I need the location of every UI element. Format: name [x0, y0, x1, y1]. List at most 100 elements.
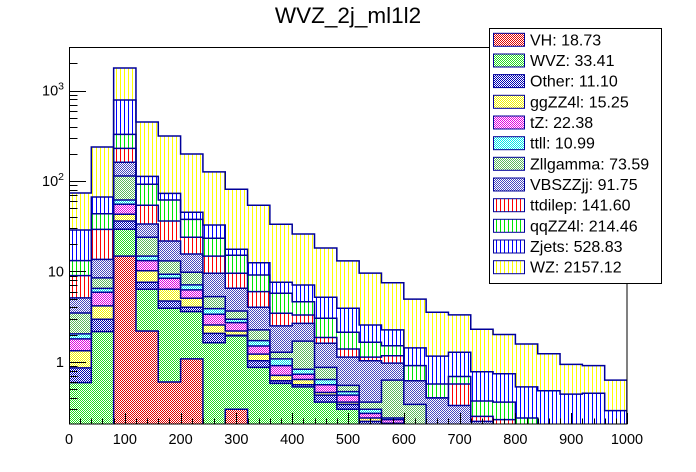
stack-outlines	[69, 67, 627, 424]
bar-segment-zllgamma-bin-3	[135, 237, 159, 257]
x-tick-label: 300	[224, 432, 248, 448]
bar-segment-zllgamma-bin-0	[69, 312, 92, 334]
bar-segment-ttll-bin-14	[381, 417, 404, 420]
bar-segment-wz-bin-7	[225, 189, 248, 250]
bar-segment-ttdilep-bin-8	[247, 291, 270, 308]
bar-segment-zjets-bin-16	[426, 356, 449, 385]
bar-segment-wz-bin-19	[493, 334, 516, 374]
bar-segment-wvz-bin-4	[158, 308, 181, 383]
bar-segment-wz-bin-20	[515, 343, 538, 387]
bar-segment-ttll-bin-1	[91, 288, 114, 293]
legend-swatch-tz	[493, 115, 525, 130]
bar-segment-wz-bin-21	[537, 353, 561, 391]
bar-segment-vh-bin-4	[158, 382, 181, 424]
legend-label-zllgamma: Zllgamma: 73.59	[530, 156, 649, 173]
legend-swatch-vbszzjj	[493, 177, 525, 192]
bar-segment-zjets-bin-6	[202, 225, 226, 239]
bar-segment-qqzz4l-bin-4	[158, 199, 181, 222]
bar-segment-zjets-bin-8	[247, 262, 270, 275]
bar-segment-other-bin-11	[314, 395, 337, 403]
bar-segment-zjets-bin-4	[158, 193, 181, 200]
bar-segment-qqzz4l-bin-9	[269, 293, 293, 314]
bar-segment-qqzz4l-bin-8	[247, 274, 270, 292]
bar-segment-wz-bin-8	[247, 205, 270, 263]
x-tick-label: 400	[280, 432, 304, 448]
bar-segment-ttll-bin-2	[113, 199, 136, 205]
legend-entry-other: Other: 11.10	[493, 74, 618, 91]
axis-ticks	[69, 47, 628, 424]
bar-segment-tz-bin-4	[158, 278, 181, 290]
bar-segment-wz-bin-17	[448, 314, 471, 353]
bar-segment-wz-bin-24	[604, 380, 627, 411]
bar-segment-wz-bin-15	[403, 299, 427, 348]
bar-segment-zjets-bin-5	[180, 212, 203, 220]
legend-label-wvz: WVZ: 33.41	[530, 53, 615, 70]
bar-segment-ttdilep-bin-9	[269, 313, 293, 326]
bar-segment-zjets-bin-13	[359, 325, 382, 343]
bar-segment-tz-bin-10	[292, 374, 315, 380]
bar-segment-ggzz4l-bin-3	[135, 270, 159, 283]
bar-segment-ttdilep-bin-0	[69, 275, 92, 298]
bar-segment-zjets-bin-1	[91, 197, 114, 214]
bar-segment-qqzz4l-bin-0	[69, 260, 92, 276]
bar-segment-wz-bin-5	[180, 153, 203, 213]
legend-entry-zllgamma: Zllgamma: 73.59	[493, 156, 649, 173]
legend-label-wz: WZ: 2157.12	[530, 260, 622, 277]
bar-segment-ggzz4l-bin-5	[180, 298, 203, 308]
bar-segment-other-bin-0	[69, 367, 92, 383]
bar-segment-ttdilep-bin-18	[470, 416, 494, 422]
bar-segment-vbszzjj-bin-18	[470, 421, 494, 424]
bar-segment-qqzz4l-bin-19	[493, 402, 516, 420]
bar-segment-zllgamma-bin-2	[113, 176, 136, 200]
bar-segment-qqzz4l-bin-16	[426, 384, 449, 398]
bar-segment-zjets-bin-0	[69, 230, 92, 261]
bar-segment-ttdilep-bin-5	[180, 237, 203, 255]
bar-segment-ttdilep-bin-13	[359, 357, 382, 361]
bar-segment-vbszzjj-bin-7	[225, 288, 248, 311]
bar-segment-tz-bin-8	[247, 346, 270, 355]
x-tick-label: 800	[503, 432, 527, 448]
bar-segment-wz-bin-9	[269, 224, 293, 283]
bar-segment-ggzz4l-bin-9	[269, 375, 293, 381]
bar-segment-tz-bin-5	[180, 289, 203, 299]
legend-label-tz: tZ: 22.38	[530, 115, 593, 132]
bar-segment-zjets-bin-21	[537, 390, 561, 424]
bar-segment-vbszzjj-bin-11	[314, 343, 337, 368]
bar-segment-wvz-bin-3	[135, 289, 159, 331]
series-outline-ttdilep	[69, 147, 517, 424]
legend-swatch-ttll	[493, 136, 525, 151]
legend-swatch-zjets	[493, 239, 525, 254]
bar-segment-zllgamma-bin-12	[336, 385, 360, 392]
bar-segment-ggzz4l-bin-0	[69, 350, 92, 368]
bar-segment-tz-bin-13	[359, 413, 382, 418]
bar-segment-qqzz4l-bin-6	[202, 238, 226, 257]
bar-segment-vbszzjj-bin-13	[359, 360, 382, 403]
bar-segment-vbszzjj-bin-6	[202, 273, 226, 297]
bar-segment-zllgamma-bin-1	[91, 277, 114, 289]
bar-segment-zllgamma-bin-5	[180, 272, 203, 285]
bar-segment-zjets-bin-15	[403, 347, 427, 366]
bar-segment-zjets-bin-22	[560, 394, 583, 424]
bar-segment-ttdilep-bin-10	[292, 315, 315, 324]
bar-segment-wvz-bin-2	[113, 229, 136, 257]
legend-swatch-vh	[493, 32, 525, 47]
legend-entry-wz: WZ: 2157.12	[493, 260, 622, 277]
bar-segment-wvz-bin-11	[314, 402, 337, 424]
y-tick-base: 10	[42, 84, 58, 100]
bar-segment-wz-bin-18	[470, 329, 494, 372]
bar-segment-vbszzjj-bin-10	[292, 323, 315, 342]
series-outline-vh	[112, 255, 249, 424]
series-outline-ttll	[69, 199, 405, 424]
bar-segment-wz-bin-4	[158, 136, 181, 194]
y-tick-base: 10	[42, 174, 58, 190]
bar-segment-wvz-bin-10	[292, 386, 315, 424]
bar-segment-wvz-bin-0	[69, 382, 92, 424]
bar-segment-ttll-bin-7	[225, 319, 248, 323]
bar-segment-ttll-bin-4	[158, 274, 181, 279]
bar-segment-vh-bin-3	[135, 330, 159, 424]
bar-segment-ttll-bin-13	[359, 409, 382, 414]
legend-label-zjets: Zjets: 528.83	[530, 239, 623, 256]
bar-segment-other-bin-9	[269, 380, 293, 384]
y-tick-label: 1	[56, 355, 64, 371]
